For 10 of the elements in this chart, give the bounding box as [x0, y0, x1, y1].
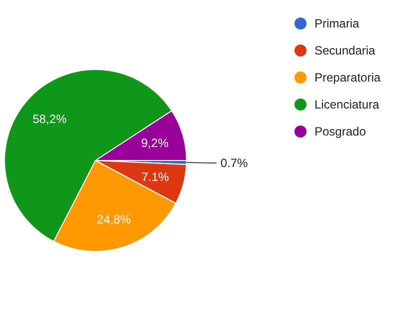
data-label: 58,2%	[32, 112, 67, 126]
legend-label: Licenciatura	[314, 98, 380, 112]
data-label: 24,8%	[96, 212, 132, 227]
data-label: 9,2%	[141, 136, 169, 150]
legend-label: Secundaria	[314, 44, 376, 58]
legend-label: Primaria	[314, 16, 360, 30]
legend-label: Posgrado	[314, 124, 366, 138]
data-label: 0.7%	[220, 156, 248, 170]
legend-label: Preparatoria	[314, 70, 381, 84]
data-label: 7.1%	[142, 170, 170, 184]
